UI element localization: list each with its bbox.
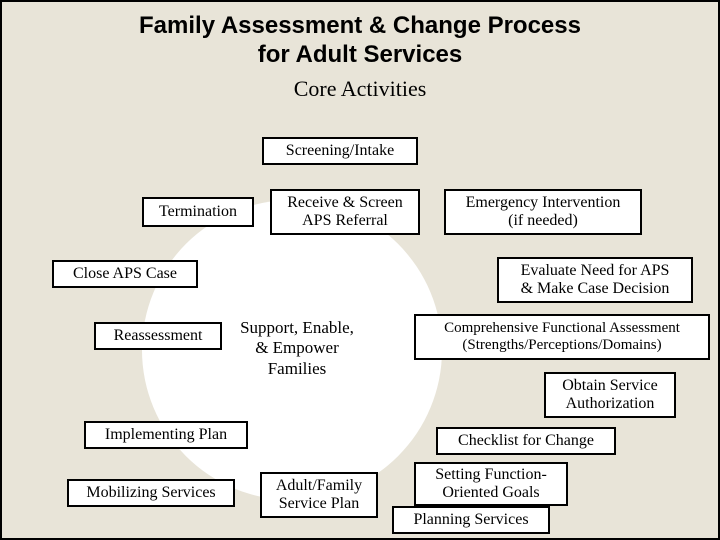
box-receive-screen: Receive & ScreenAPS Referral: [270, 189, 420, 235]
box-termination: Termination: [142, 197, 254, 227]
box-close-case: Close APS Case: [52, 260, 198, 288]
box-screening: Screening/Intake: [262, 137, 418, 165]
box-implementing: Implementing Plan: [84, 421, 248, 449]
box-checklist: Checklist for Change: [436, 427, 616, 455]
page-title: Family Assessment & Change Process for A…: [2, 2, 718, 70]
box-emergency: Emergency Intervention(if needed): [444, 189, 642, 235]
box-mobilizing: Mobilizing Services: [67, 479, 235, 507]
box-evaluate-need: Evaluate Need for APS& Make Case Decisio…: [497, 257, 693, 303]
box-comprehensive: Comprehensive Functional Assessment(Stre…: [414, 314, 710, 360]
box-reassessment: Reassessment: [94, 322, 222, 350]
title-line1: Family Assessment & Change Process: [139, 12, 581, 39]
center-support-text: Support, Enable,& EmpowerFamilies: [227, 318, 367, 379]
box-adult-plan: Adult/FamilyService Plan: [260, 472, 378, 518]
box-obtain-auth: Obtain ServiceAuthorization: [544, 372, 676, 418]
page-subtitle: Core Activities: [2, 76, 718, 102]
box-setting-goals: Setting Function-Oriented Goals: [414, 462, 568, 506]
box-planning: Planning Services: [392, 506, 550, 534]
title-line2: for Adult Services: [258, 41, 463, 68]
